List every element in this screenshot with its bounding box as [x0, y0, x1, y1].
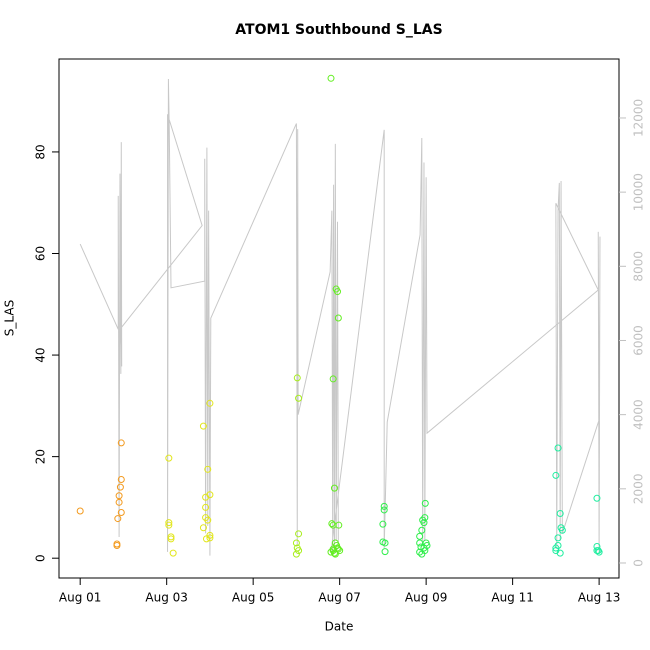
y2-tick-label: 8000: [632, 251, 646, 282]
point: [416, 532, 424, 540]
point: [295, 394, 303, 402]
x-tick-label: Aug 11: [491, 591, 534, 605]
point: [380, 506, 388, 514]
point: [202, 503, 210, 511]
y2-tick-label: 2000: [632, 474, 646, 505]
y-tick-label: 80: [34, 144, 48, 159]
point: [418, 526, 426, 534]
point: [556, 549, 564, 557]
point: [202, 535, 210, 543]
point: [117, 475, 125, 483]
y2-tick-label: 4000: [632, 399, 646, 430]
point: [328, 520, 336, 528]
point: [116, 483, 124, 491]
point: [336, 547, 344, 555]
point: [206, 531, 214, 539]
point: [556, 510, 564, 518]
x-axis-label: Date: [325, 620, 354, 634]
point: [417, 543, 425, 551]
point: [206, 399, 214, 407]
point: [167, 535, 175, 543]
x-tick-label: Aug 01: [59, 591, 102, 605]
point: [334, 545, 342, 553]
point: [329, 375, 337, 383]
x-tick-label: Aug 07: [318, 591, 361, 605]
x-tick-label: Aug 03: [145, 591, 188, 605]
point: [552, 471, 560, 479]
point: [558, 526, 566, 534]
point: [421, 547, 429, 555]
point: [420, 519, 428, 527]
point: [165, 521, 173, 529]
point: [421, 514, 429, 522]
point: [554, 444, 562, 452]
point: [327, 74, 335, 82]
point: [199, 524, 207, 532]
y2-tick-label: 0: [632, 559, 646, 567]
x-tick-label: Aug 13: [578, 591, 621, 605]
point: [199, 422, 207, 430]
point: [380, 502, 388, 510]
point: [554, 541, 562, 549]
point: [334, 314, 342, 322]
point: [335, 521, 343, 529]
y2-tick-label: 6000: [632, 325, 646, 356]
point: [117, 508, 125, 516]
point: [115, 492, 123, 500]
point: [593, 494, 601, 502]
point: [165, 454, 173, 462]
point: [381, 548, 389, 556]
point: [333, 541, 341, 549]
plot-frame: [58, 58, 620, 579]
chart-title: ATOM1 Southbound S_LAS: [235, 22, 442, 38]
point: [333, 288, 341, 296]
y2-tick-label: 10000: [632, 173, 646, 211]
y-tick-label: 0: [34, 554, 48, 562]
point: [292, 550, 300, 558]
y-tick-label: 60: [34, 246, 48, 261]
point: [115, 498, 123, 506]
point: [554, 534, 562, 542]
y-tick-label: 40: [34, 347, 48, 362]
point: [330, 484, 338, 492]
point: [421, 499, 429, 507]
y2-tick-label: 12000: [632, 99, 646, 137]
point: [165, 519, 173, 527]
point: [76, 507, 84, 515]
point: [594, 547, 602, 555]
y-tick-label: 20: [34, 449, 48, 464]
point: [329, 545, 337, 553]
point: [379, 520, 387, 528]
point: [117, 439, 125, 447]
point: [379, 538, 387, 546]
point: [295, 530, 303, 538]
x-tick-label: Aug 09: [405, 591, 448, 605]
point: [595, 548, 603, 556]
point: [206, 491, 214, 499]
x-tick-label: Aug 05: [232, 591, 275, 605]
y-axis-label: S_LAS: [3, 300, 17, 336]
point: [204, 465, 212, 473]
point: [204, 516, 212, 524]
point: [293, 374, 301, 382]
point: [167, 533, 175, 541]
point: [295, 547, 303, 555]
point: [114, 515, 122, 523]
point: [113, 540, 121, 548]
point: [292, 539, 300, 547]
point: [206, 534, 214, 542]
point: [169, 549, 177, 557]
